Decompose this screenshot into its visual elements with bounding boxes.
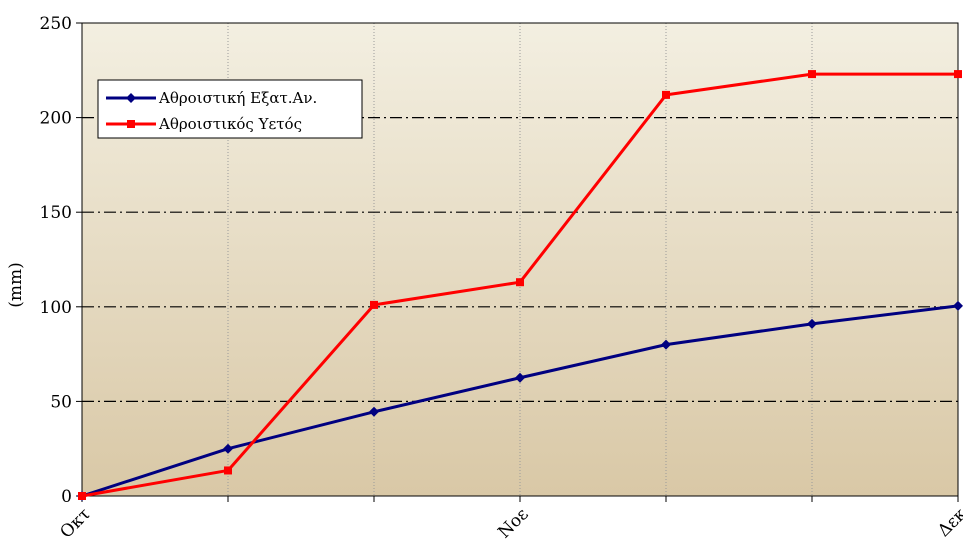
legend-item: Αθροιστικός Υετός [106,115,302,133]
y-tick-label: 100 [40,298,72,318]
legend-label: Αθροιστικός Υετός [158,115,302,133]
data-point-diamond [661,339,671,350]
legend-label: Αθροιστική Εξατ.Αν. [158,89,317,107]
data-point-diamond [515,372,525,383]
legend-item: Αθροιστική Εξατ.Αν. [106,89,317,107]
series-layer [77,70,963,501]
data-point-square [516,278,524,287]
x-tick-label: Νοε [494,504,532,542]
y-axis-label: (mm) [6,262,26,308]
x-tick-label: Δεκ [934,504,963,541]
y-axis-ticks: 0 50 100 150 200 250 [40,14,82,507]
horizontal-gridlines [82,116,958,402]
legend-box [97,79,363,139]
data-point-diamond [807,318,817,329]
y-tick-label: 50 [50,392,72,412]
data-point-square [370,300,378,309]
data-point-diamond [953,300,963,311]
y-tick-label: 250 [40,14,72,34]
y-tick-label: 200 [40,109,72,129]
x-tick-label: Οκτ [56,504,94,542]
data-point-diamond [369,406,379,417]
legend: Αθροιστική Εξατ.Αν. Αθροιστικός Υετός [97,79,363,139]
data-point-square [78,492,86,500]
y-tick-label: 150 [40,203,72,223]
data-point-diamond [223,443,233,454]
x-axis-ticks: Οκτ Νοε Δεκ [56,496,963,543]
data-point-square [127,120,135,128]
data-point-square [224,466,232,475]
data-point-square [662,90,670,99]
series-2 [78,70,962,500]
y-tick-label: 0 [61,487,72,507]
data-point-square [954,70,962,79]
data-point-square [808,70,816,79]
data-point-diamond [126,93,136,103]
